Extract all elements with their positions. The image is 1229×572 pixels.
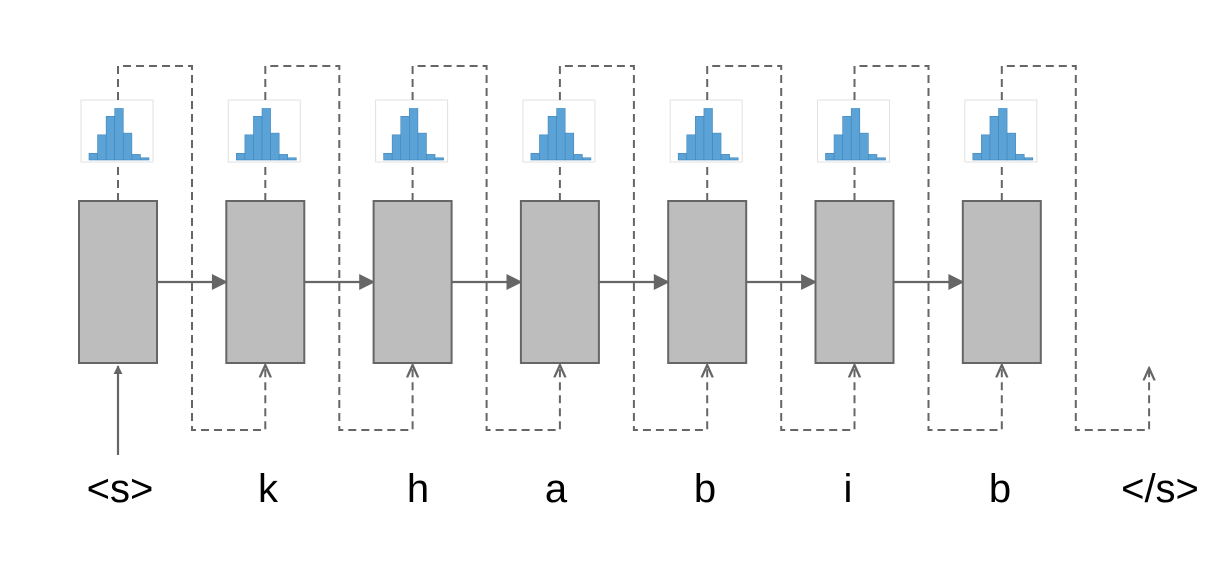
- rnn-cell: [225, 200, 306, 364]
- histogram-bar: [1006, 132, 1016, 161]
- histogram-bar: [530, 152, 540, 161]
- histogram-bar: [833, 134, 843, 161]
- feedback-path: [1000, 65, 1149, 431]
- feedback-path: [853, 65, 1002, 431]
- histogram-bar: [391, 134, 402, 161]
- token: k: [258, 467, 279, 511]
- histogram-bar: [981, 134, 991, 161]
- histogram-bar: [270, 132, 280, 161]
- histogram-bar: [236, 152, 246, 161]
- feedback-path: [117, 65, 265, 431]
- token: </s>: [1121, 467, 1199, 511]
- histogram-bar: [677, 152, 688, 161]
- histogram-bar: [131, 154, 141, 161]
- feedback-path: [706, 65, 854, 431]
- histogram-bar: [712, 132, 722, 161]
- histogram-bar: [842, 116, 852, 161]
- histogram-bar: [409, 108, 419, 161]
- histogram-bar: [434, 157, 444, 161]
- histogram-bar: [88, 152, 98, 161]
- histogram-bar: [426, 154, 436, 161]
- histogram-bar: [539, 134, 549, 161]
- histogram-bar: [850, 108, 861, 161]
- histogram-bar: [97, 134, 107, 161]
- histogram-bar: [695, 116, 705, 161]
- histogram-bar: [703, 108, 713, 161]
- histogram-bar: [868, 154, 878, 161]
- histogram-bar: [547, 116, 557, 161]
- rnn-cell: [519, 200, 600, 364]
- rnn-cell: [814, 200, 895, 364]
- histogram-bar: [720, 154, 730, 161]
- histogram-bar: [989, 116, 999, 161]
- token: h: [407, 467, 429, 511]
- token: a: [545, 467, 568, 511]
- token: b: [694, 467, 716, 511]
- token: b: [989, 467, 1011, 511]
- rnn-cell: [372, 200, 453, 364]
- histogram-bar: [573, 154, 583, 161]
- histogram-bar: [729, 157, 739, 161]
- histogram-bar: [383, 152, 393, 161]
- histogram-bar: [1023, 157, 1034, 161]
- histogram-bar: [122, 132, 133, 161]
- feedback-path: [411, 65, 560, 431]
- histogram-bar: [244, 134, 254, 161]
- histogram-bar: [859, 132, 869, 161]
- histogram-bar: [556, 108, 566, 161]
- histogram-bar: [825, 152, 835, 161]
- histogram-bar: [287, 157, 297, 161]
- histogram-bar: [417, 132, 427, 161]
- histogram-bar: [876, 157, 886, 161]
- histogram-bar: [400, 116, 410, 161]
- rnn-cell: [667, 200, 748, 364]
- histogram-bar: [582, 157, 592, 161]
- histogram-bar: [261, 108, 271, 161]
- histogram-bar: [1015, 154, 1025, 161]
- histogram-bar: [972, 152, 982, 161]
- histogram-bar: [105, 116, 116, 161]
- token: i: [844, 467, 853, 511]
- histogram-bar: [564, 132, 575, 161]
- feedback-path: [264, 65, 412, 431]
- token: <s>: [87, 467, 154, 511]
- histogram-bar: [998, 108, 1008, 161]
- rnn-cell: [961, 200, 1042, 364]
- histogram-bar: [686, 134, 696, 161]
- histogram-bar: [140, 157, 150, 161]
- histogram-bar: [114, 108, 124, 161]
- feedback-path: [558, 65, 707, 431]
- histogram-bar: [253, 116, 263, 161]
- histogram-bar: [278, 154, 289, 161]
- rnn-cell: [78, 200, 158, 364]
